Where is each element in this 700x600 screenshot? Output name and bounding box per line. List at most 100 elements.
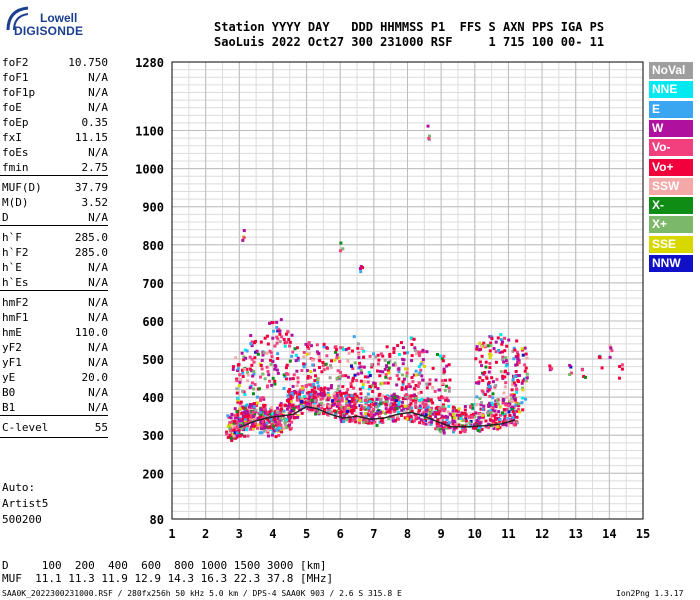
echo-point — [439, 354, 443, 358]
echo-point — [482, 341, 486, 345]
echo-point — [275, 408, 279, 412]
echo-point — [501, 400, 505, 404]
echo-point — [282, 409, 286, 413]
echo-point — [321, 364, 325, 368]
echo-point — [395, 406, 399, 410]
echo-point — [468, 421, 472, 425]
echo-point — [233, 414, 237, 418]
echo-point — [243, 348, 247, 352]
echo-point — [347, 417, 351, 421]
echo-point — [452, 428, 456, 432]
echo-point — [342, 417, 346, 421]
echo-point — [346, 394, 350, 398]
echo-point — [275, 368, 279, 372]
legend-item: X- — [649, 197, 693, 215]
echo-point — [490, 376, 494, 380]
echo-point — [469, 413, 473, 417]
echo-point — [496, 402, 500, 406]
echo-point — [366, 392, 370, 396]
echo-point — [238, 407, 242, 411]
echo-point — [494, 360, 498, 364]
echo-point — [514, 383, 518, 387]
param-row: h`Es N/A — [2, 275, 108, 290]
echo-point — [243, 410, 247, 414]
echo-point — [475, 419, 479, 423]
echo-point — [516, 361, 520, 365]
echo-point — [288, 344, 292, 348]
echo-point — [440, 381, 444, 385]
echo-point — [412, 399, 416, 403]
param-value: N/A — [88, 211, 108, 224]
echo-point — [271, 360, 275, 364]
echo-point — [390, 402, 394, 406]
echo-point — [509, 393, 513, 397]
echo-point — [493, 403, 497, 407]
echo-point — [333, 358, 337, 362]
echo-point — [344, 374, 348, 378]
echo-point — [302, 395, 306, 399]
echo-point — [375, 397, 379, 401]
echo-point — [453, 424, 457, 428]
echo-point — [358, 266, 362, 270]
echo-point — [442, 367, 446, 371]
echo-point — [286, 330, 290, 334]
echo-point — [358, 365, 362, 369]
echo-point — [412, 387, 416, 391]
echo-point — [359, 411, 363, 415]
param-value: 55 — [94, 421, 108, 434]
echo-point — [361, 386, 365, 390]
echo-point — [236, 396, 240, 400]
echo-point — [279, 418, 283, 422]
echo-point — [442, 354, 446, 358]
echo-point — [326, 387, 330, 391]
echo-point — [360, 346, 364, 350]
echo-point — [399, 341, 403, 345]
echo-point — [386, 376, 390, 380]
echo-point — [315, 343, 319, 347]
echo-point — [338, 410, 342, 414]
param-row: h`E N/A — [2, 260, 108, 275]
legend-item: SSE — [649, 235, 693, 253]
echo-point — [286, 389, 290, 393]
echo-point — [390, 394, 394, 398]
echo-point — [452, 419, 456, 423]
echo-point — [236, 398, 240, 402]
echo-point — [283, 341, 287, 345]
echo-point — [409, 418, 413, 422]
echo-point — [463, 428, 467, 432]
echo-point — [381, 354, 385, 358]
echo-point — [493, 385, 497, 389]
echo-point — [229, 436, 233, 440]
echo-point — [451, 415, 455, 419]
echo-point — [454, 426, 458, 430]
echo-point — [436, 418, 440, 422]
echo-point — [301, 404, 305, 408]
echo-point — [313, 368, 317, 372]
echo-point — [447, 423, 451, 427]
echo-point — [333, 395, 337, 399]
echo-point — [351, 376, 355, 380]
echo-point — [261, 353, 265, 357]
echo-point — [357, 356, 361, 360]
echo-point — [423, 416, 427, 420]
panel-divider — [0, 437, 108, 438]
echo-point — [428, 415, 432, 419]
echo-point — [516, 353, 520, 357]
echo-point — [490, 402, 494, 406]
param-row: foF1p N/A — [2, 85, 108, 100]
echo-point — [520, 347, 524, 351]
param-label: hmF2 — [2, 296, 29, 309]
echo-point — [242, 358, 246, 362]
echo-point — [321, 403, 325, 407]
echo-point — [243, 367, 247, 371]
y-tick-label: 800 — [142, 239, 164, 253]
x-tick-label: 11 — [501, 527, 515, 541]
echo-point — [242, 236, 246, 240]
param-label: hmE — [2, 326, 22, 339]
echo-point — [336, 399, 340, 403]
echo-point — [356, 346, 360, 350]
echo-point — [442, 415, 446, 419]
echo-point — [356, 372, 360, 376]
echo-point — [481, 390, 485, 394]
echo-point — [524, 352, 528, 356]
